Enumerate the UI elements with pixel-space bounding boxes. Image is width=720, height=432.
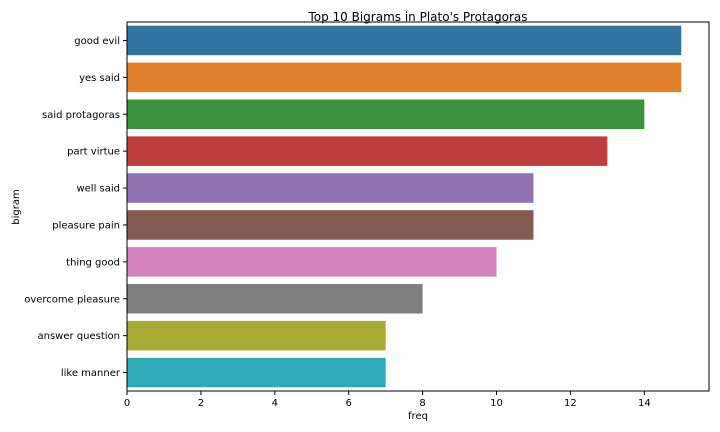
bar-part-virtue [127,136,608,166]
x-tick-label: 2 [198,398,204,409]
x-tick-label: 10 [490,398,503,409]
bar-said-protagoras [127,99,645,130]
y-tick-label: yes said [79,73,120,84]
y-tick-label: well said [76,184,120,195]
y-axis-label: bigram [11,189,22,224]
bar-well-said [127,173,534,203]
x-tick-label: 14 [638,398,651,409]
x-axis-ticks: 0 2 4 6 8 10 12 14 [124,391,651,409]
bars-group [127,25,682,388]
bar-yes-said [127,62,682,93]
bar-good-evil [127,25,682,56]
x-tick-label: 0 [124,398,130,409]
x-tick-label: 12 [564,398,577,409]
bar-like-manner [127,357,386,388]
x-tick-label: 8 [419,398,425,409]
bar-answer-question [127,320,386,351]
x-axis-label: freq [408,411,428,422]
bar-thing-good [127,247,497,277]
x-tick-label: 4 [272,398,278,409]
y-tick-label: part virtue [67,147,120,158]
plot-frame [126,21,710,392]
y-axis-ticks: good evil yes said said protagoras part vir… [24,36,127,379]
bar-overcome-pleasure [127,283,423,314]
y-tick-label: thing good [66,257,120,268]
y-tick-label: like manner [61,368,121,379]
y-tick-label: answer question [38,331,121,342]
y-tick-label: said protagoras [42,110,120,121]
x-tick-label: 6 [346,398,352,409]
y-tick-label: pleasure pain [52,220,120,231]
y-tick-label: good evil [74,36,120,47]
y-tick-label: overcome pleasure [24,294,120,305]
bar-pleasure-pain [127,210,534,240]
chart-title: Top 10 Bigrams in Plato's Protagoras [307,10,527,24]
